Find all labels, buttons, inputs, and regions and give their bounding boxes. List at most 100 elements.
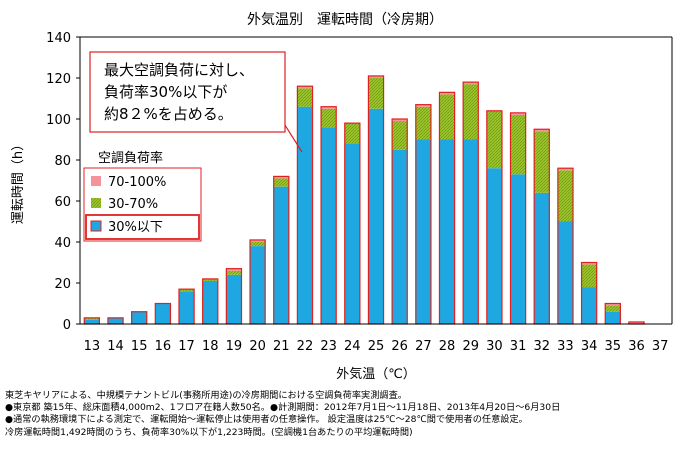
bar-30-below: [131, 311, 147, 324]
bar-30-below: [155, 303, 171, 324]
y-tick-label: 80: [54, 154, 71, 169]
callout-line-2: 負荷率30%以下が: [104, 83, 227, 101]
y-tick-label: 20: [54, 277, 71, 292]
bar-70-100: [557, 168, 574, 171]
x-tick-label: 30: [486, 339, 503, 354]
bar-30-below: [415, 139, 431, 324]
bar-30-below: [439, 139, 455, 324]
legend-label-30-below: 30%以下: [108, 220, 163, 235]
bar-70-100: [273, 176, 289, 179]
legend-swatch-30-70: [91, 198, 101, 208]
x-tick-label: 15: [131, 339, 148, 354]
y-tick-label: 40: [54, 236, 71, 251]
bar-30-below: [368, 108, 384, 324]
x-tick-label: 36: [628, 339, 645, 354]
x-tick-label: 13: [84, 339, 101, 354]
bar-30-below: [557, 221, 574, 324]
x-tick-label: 32: [533, 339, 550, 354]
y-axis-title: 運転時間（h）: [11, 138, 26, 224]
legend-swatch-70-100: [91, 176, 101, 186]
x-tick-label: 25: [368, 339, 385, 354]
callout-box: [89, 51, 286, 133]
bar-30-below: [273, 186, 289, 324]
bar-70-100: [392, 119, 408, 122]
bar-30-70: [463, 84, 479, 140]
bar-30-below: [486, 168, 502, 324]
bar-30-below: [605, 311, 621, 324]
bar-30-below: [510, 174, 526, 324]
legend-label-70-100: 70-100%: [108, 175, 166, 190]
bar-30-70: [534, 131, 550, 193]
footnote-line-2: ●東京都 築15年、総床面積4,000m2、1フロア在籍人数50名。●計測期間：…: [5, 402, 561, 414]
y-tick-label: 0: [63, 318, 71, 333]
bar-70-100: [628, 321, 645, 324]
legend-highlight-box: [85, 214, 200, 240]
bar-30-below: [297, 106, 313, 324]
chart-title: 外気温別 運転時間（冷房期）: [247, 12, 443, 28]
x-tick-label: 28: [439, 339, 456, 354]
x-tick-label: 37: [652, 339, 669, 354]
bar-30-70: [415, 106, 431, 140]
bar-30-below: [84, 319, 100, 324]
bar-30-below: [202, 280, 218, 324]
x-tick-label: 31: [510, 339, 527, 354]
x-axis-title: 外気温（℃）: [336, 366, 416, 382]
bar-30-70: [605, 305, 621, 312]
bars: [83, 75, 645, 325]
x-tick-label: 34: [581, 339, 598, 354]
bar-70-100: [463, 82, 479, 85]
bar-30-70: [392, 121, 408, 150]
bar-30-70: [344, 123, 360, 144]
x-tick-label: 14: [107, 339, 124, 354]
callout-pointer: [282, 121, 303, 153]
y-tick-label: 100: [46, 113, 71, 128]
bar-30-70: [439, 94, 455, 140]
footnote-line-1: 東芝キヤリアによる、中規模テナントビル(事務所用途)の冷房期間における空調負荷率…: [5, 390, 407, 401]
bar-30-70: [368, 78, 384, 109]
x-tick-label: 27: [415, 339, 432, 354]
bar-30-70: [581, 264, 597, 288]
bar-30-below: [581, 287, 597, 324]
bar-70-100: [226, 268, 242, 271]
x-tick-label: 26: [391, 339, 408, 354]
legend-box: [83, 167, 202, 242]
bar-30-70: [84, 317, 100, 320]
x-tick-label: 17: [178, 339, 195, 354]
legend-label-30-70: 30-70%: [108, 197, 158, 212]
x-axis-ticks: 13 14 15 16 17 18 19 20 21 22 23 24 25 26 27 28 29 30 31 32…: [84, 339, 669, 354]
legend: 空調負荷率 70-100% 30-70% 30%以下: [83, 150, 202, 242]
bar-30-below: [463, 139, 479, 324]
bar-70-100: [510, 112, 526, 115]
legend-title: 空調負荷率: [98, 150, 163, 166]
x-tick-label: 22: [297, 339, 314, 354]
bar-30-70: [486, 110, 502, 169]
bar-70-100: [368, 75, 384, 78]
bar-30-70: [321, 108, 337, 128]
bar-30-70: [273, 178, 289, 187]
bar-30-below: [534, 192, 550, 324]
bar-70-100: [534, 129, 550, 132]
bar-70-100: [439, 92, 455, 95]
x-tick-label: 35: [605, 339, 622, 354]
x-tick-label: 21: [273, 339, 290, 354]
bar-30-below: [392, 149, 408, 324]
x-tick-label: 20: [249, 339, 266, 354]
bar-30-below: [226, 274, 242, 324]
bar-30-70: [226, 270, 242, 275]
x-tick-label: 16: [155, 339, 172, 354]
x-tick-label: 24: [344, 339, 361, 354]
bar-30-70: [510, 114, 526, 175]
callout-line-1: 最大空調負荷に対し、: [104, 61, 254, 79]
x-tick-label: 29: [462, 339, 479, 354]
y-tick-label: 120: [46, 72, 71, 87]
bar-30-70: [202, 278, 218, 281]
x-tick-label: 18: [202, 339, 219, 354]
legend-swatch-30-below: [90, 220, 102, 232]
chart: 外気温別 運転時間（冷房期） 0 20 40 60 80 100 120 140 13 14 15…: [11, 12, 673, 382]
bar-70-100: [415, 104, 431, 107]
bar-30-70: [297, 88, 313, 107]
bar-70-100: [321, 106, 337, 109]
bar-30-70: [250, 242, 266, 247]
bar-30-70: [557, 170, 574, 222]
bar-70-100: [605, 303, 621, 306]
